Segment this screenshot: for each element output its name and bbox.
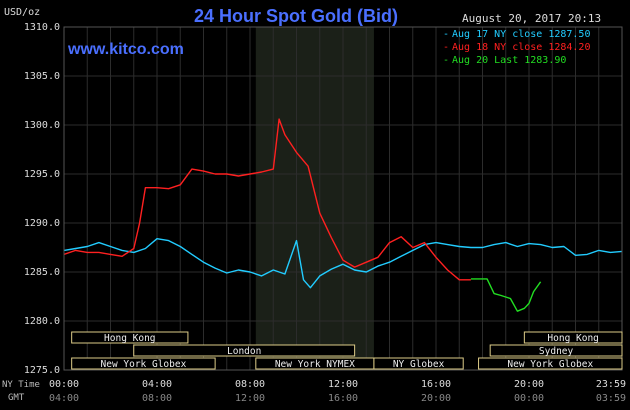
legend-item-aug20: Aug 20 Last 1283.90	[452, 55, 566, 66]
series-line-0	[63, 237, 623, 289]
session-label: New York NYMEX	[275, 359, 355, 370]
grid-layer	[64, 26, 622, 371]
session-label: Hong Kong	[104, 333, 155, 344]
series-line-2	[470, 278, 542, 312]
x-tick-ny: 23:59	[596, 379, 626, 390]
y-tick-label: 1280.0	[24, 316, 60, 327]
x-axis-labels: NY Time GMT 00:00 04:00 04:00 08:00 08:00 12:…	[2, 379, 626, 404]
session-box	[489, 344, 623, 357]
x-tick-ny: 00:00	[49, 379, 79, 390]
x-tick-gmt: 20:00	[421, 393, 451, 404]
nymex-shade	[255, 27, 374, 370]
session-box	[478, 357, 623, 370]
chart-title: 24 Hour Spot Gold (Bid)	[194, 6, 398, 26]
session-label: New York Globex	[507, 359, 593, 370]
session-box	[373, 357, 464, 370]
session-box	[71, 357, 216, 370]
nymex-shade-layer	[255, 27, 374, 370]
session-box	[71, 331, 189, 344]
legend: Aug 17 NY close 1287.50 Aug 18 NY close …	[443, 29, 590, 66]
y-axis-labels: 1275.0 1280.0 1285.0 1290.0 1295.0 1300.0 1305…	[24, 22, 60, 376]
x-tick-gmt: 03:59	[596, 393, 626, 404]
y-tick-label: 1285.0	[24, 267, 60, 278]
legend-dash-aug18: -	[443, 42, 449, 53]
x-tick-ny: 16:00	[421, 379, 451, 390]
session-box	[523, 331, 623, 344]
legend-dash-aug20: -	[443, 55, 449, 66]
session-box	[133, 344, 356, 357]
x-tick-gmt: 12:00	[235, 393, 265, 404]
unit-label: USD/oz	[4, 7, 40, 18]
x-tick-ny: 04:00	[142, 379, 172, 390]
y-tick-label: 1290.0	[24, 218, 60, 229]
x-tick-ny: 20:00	[514, 379, 544, 390]
y-tick-label: 1295.0	[24, 169, 60, 180]
x-tick-gmt: 04:00	[49, 393, 79, 404]
session-label: New York Globex	[101, 359, 187, 370]
x-tick-gmt: 00:00	[514, 393, 544, 404]
y-tick-label: 1300.0	[24, 120, 60, 131]
session-bars: Hong Kong Hong Kong London Sydney New York G…	[71, 331, 623, 370]
series-layer	[63, 118, 623, 312]
gmt-label: GMT	[8, 393, 25, 403]
x-tick-ny: 08:00	[235, 379, 265, 390]
x-tick-gmt: 08:00	[142, 393, 172, 404]
session-label: London	[227, 346, 261, 357]
timestamp: August 20, 2017 20:13	[462, 12, 601, 25]
legend-item-aug17: Aug 17 NY close 1287.50	[452, 29, 590, 40]
session-label: NY Globex	[393, 359, 445, 370]
session-label: Hong Kong	[547, 333, 598, 344]
y-tick-label: 1275.0	[24, 365, 60, 376]
legend-dash-aug17: -	[443, 29, 449, 40]
y-tick-label: 1305.0	[24, 71, 60, 82]
x-tick-gmt: 16:00	[328, 393, 358, 404]
plot-frame	[63, 26, 623, 371]
ny-time-label: NY Time	[2, 380, 40, 390]
legend-item-aug18: Aug 18 NY close 1284.20	[452, 42, 590, 53]
x-tick-ny: 12:00	[328, 379, 358, 390]
session-label: Sydney	[539, 346, 574, 357]
series-line-1	[63, 118, 471, 281]
y-tick-label: 1310.0	[24, 22, 60, 33]
watermark: www.kitco.com	[67, 41, 184, 58]
